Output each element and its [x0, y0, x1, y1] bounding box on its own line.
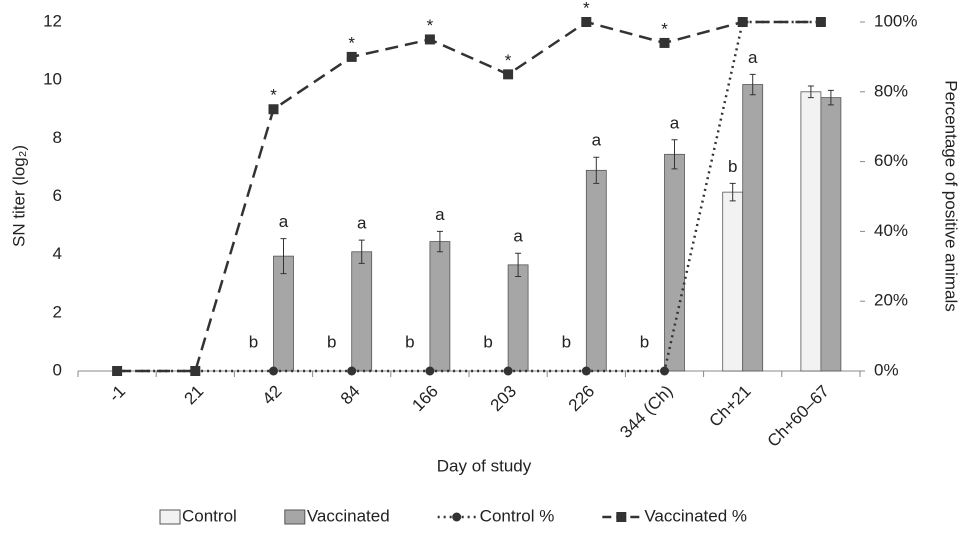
- y-tick-label: 0: [53, 360, 62, 379]
- bar: [722, 191, 744, 372]
- error-bar: [729, 182, 736, 202]
- significance-label: b: [483, 332, 492, 351]
- bar: [664, 153, 685, 372]
- y2-tick-label: 40%: [874, 221, 908, 240]
- significance-label: *: [348, 33, 355, 52]
- y2-tick-label: 60%: [874, 151, 908, 170]
- line-marker: [269, 366, 278, 376]
- significance-label: a: [592, 131, 602, 150]
- line-marker: [581, 366, 591, 376]
- line-marker: [346, 51, 357, 62]
- line-marker: [425, 366, 435, 376]
- legend-swatch: [159, 509, 181, 525]
- line-marker: [815, 17, 826, 27]
- line-marker: [503, 366, 513, 376]
- line-marker: [503, 69, 514, 80]
- line-marker: [424, 34, 435, 45]
- x-tick-label: 226: [565, 382, 598, 415]
- legend-label: Control: [182, 506, 237, 525]
- significance-label: *: [583, 0, 590, 17]
- y2-tick-label: 100%: [874, 11, 917, 30]
- error-bar: [593, 156, 600, 184]
- legend-marker: [452, 512, 462, 522]
- significance-label: b: [249, 332, 258, 351]
- significance-label: a: [435, 205, 445, 224]
- error-bar: [280, 238, 287, 275]
- error-bar: [807, 85, 814, 99]
- x-tick-label: 344 (Ch): [616, 382, 676, 442]
- significance-label: *: [427, 16, 434, 35]
- x-axis-label: Day of study: [437, 456, 532, 475]
- series-line: [117, 20, 821, 373]
- y2-tick-label: 80%: [874, 81, 908, 100]
- bar: [351, 251, 373, 372]
- significance-label: b: [562, 332, 571, 351]
- legend-label: Vaccinated %: [644, 506, 747, 525]
- y2-tick-label: 20%: [874, 291, 908, 310]
- significance-label: *: [661, 19, 668, 38]
- error-bar: [436, 230, 443, 253]
- significance-label: b: [327, 332, 336, 351]
- y-tick-label: 4: [53, 244, 62, 263]
- x-tick-label: 21: [180, 382, 207, 409]
- line-marker: [190, 366, 201, 376]
- bar: [820, 97, 842, 372]
- line-marker: [268, 104, 279, 115]
- legend-swatch: [284, 509, 306, 525]
- significance-label: a: [357, 214, 367, 233]
- y-tick-label: 8: [53, 128, 62, 147]
- significance-label: *: [505, 51, 512, 70]
- significance-label: b: [728, 157, 737, 176]
- error-bar: [749, 73, 756, 96]
- error-bar: [515, 252, 522, 277]
- error-bar: [827, 89, 834, 106]
- x-tick-label: 203: [487, 382, 520, 415]
- x-tick-label: 42: [259, 382, 286, 409]
- bar: [429, 241, 451, 372]
- line-marker: [659, 37, 670, 48]
- bar: [585, 169, 607, 372]
- y-tick-label: 6: [53, 186, 62, 205]
- legend-label: Vaccinated: [307, 506, 390, 525]
- bar: [507, 264, 529, 372]
- y-tick-label: 10: [43, 70, 62, 89]
- bar: [800, 91, 822, 372]
- significance-label: a: [279, 212, 289, 231]
- legend-marker: [616, 512, 627, 522]
- y-axis-label: SN titer (log₂): [9, 145, 28, 247]
- bar: [742, 84, 764, 372]
- significance-label: b: [640, 332, 649, 351]
- significance-label: a: [670, 113, 680, 132]
- line-marker: [660, 366, 669, 376]
- error-bar: [358, 239, 365, 264]
- line-marker: [347, 366, 357, 376]
- y-tick-label: 12: [43, 11, 62, 30]
- significance-label: *: [270, 86, 277, 105]
- x-tick-label: -1: [105, 382, 129, 406]
- y2-tick-label: 0%: [874, 360, 899, 379]
- legend-label: Control %: [480, 506, 555, 525]
- x-tick-label: Ch+21: [706, 382, 755, 431]
- line-marker: [581, 17, 592, 27]
- y-tick-label: 2: [53, 302, 62, 321]
- significance-label: b: [405, 332, 414, 351]
- significance-label: a: [748, 48, 758, 67]
- series-line: [117, 20, 821, 373]
- x-tick-label: Ch+60–67: [764, 382, 833, 451]
- significance-label: a: [513, 227, 523, 246]
- error-bar: [671, 139, 678, 170]
- x-tick-label: 166: [408, 382, 441, 415]
- line-marker: [737, 17, 748, 27]
- x-tick-label: 84: [337, 382, 364, 409]
- y2-axis-label: Percentage of positive animals: [942, 80, 961, 312]
- line-marker: [112, 366, 123, 376]
